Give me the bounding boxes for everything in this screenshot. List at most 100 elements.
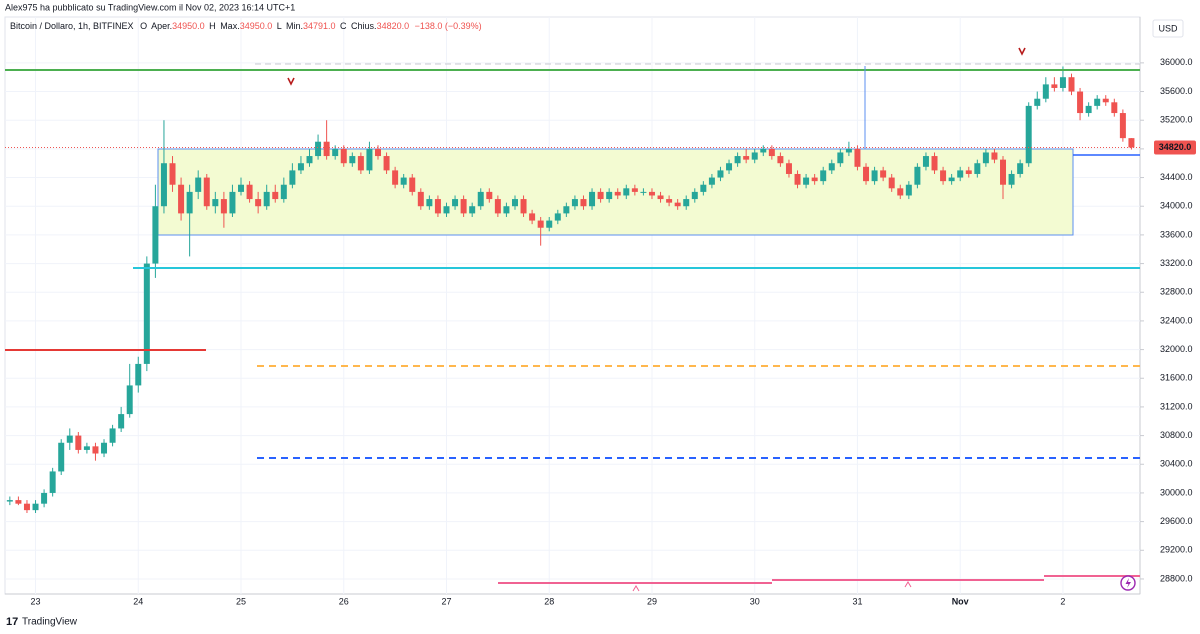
candle-body bbox=[75, 435, 82, 450]
x-tick-label: 2 bbox=[1060, 596, 1065, 606]
change: −138.0 (−0.39%) bbox=[415, 21, 482, 31]
candle-body bbox=[948, 177, 955, 182]
y-tick-label: 31200.0 bbox=[1160, 401, 1193, 411]
candle-body bbox=[734, 156, 741, 164]
candle-body bbox=[554, 213, 561, 221]
alert-bolt bbox=[1125, 578, 1131, 588]
candle-body bbox=[1068, 77, 1075, 92]
candle-body bbox=[674, 202, 681, 207]
brand-mark: 17 bbox=[6, 616, 18, 628]
candle-body bbox=[1094, 98, 1101, 106]
candle-body bbox=[768, 148, 775, 157]
candle-body bbox=[32, 503, 39, 511]
x-tick-label: 23 bbox=[31, 596, 41, 606]
candle-body bbox=[246, 184, 253, 200]
x-tick-label: 25 bbox=[236, 596, 246, 606]
candle-body bbox=[511, 199, 518, 207]
candle-body bbox=[289, 170, 296, 185]
y-tick-label: 32800.0 bbox=[1160, 287, 1193, 297]
candle-body bbox=[777, 156, 784, 164]
sell-marker bbox=[1018, 47, 1026, 56]
candle-body bbox=[212, 199, 219, 207]
candle-body bbox=[23, 503, 30, 511]
candle-body bbox=[1008, 173, 1015, 185]
y-tick-label: 36000.0 bbox=[1160, 57, 1193, 67]
candle-body bbox=[965, 170, 972, 174]
candle-body bbox=[691, 191, 698, 200]
y-tick-label: 35600.0 bbox=[1160, 86, 1193, 96]
candle-body bbox=[726, 163, 733, 171]
brand: TradingView bbox=[22, 617, 78, 628]
candle-body bbox=[66, 435, 73, 443]
candle-body bbox=[863, 166, 870, 182]
candle-body bbox=[0, 500, 4, 501]
candle-body bbox=[486, 191, 493, 200]
candle-body bbox=[760, 148, 767, 153]
y-tick-label: 29200.0 bbox=[1160, 545, 1193, 555]
currency-box[interactable] bbox=[1152, 19, 1184, 38]
x-tick-label: 24 bbox=[133, 596, 143, 606]
candle-body bbox=[606, 191, 613, 200]
candle-body bbox=[263, 191, 270, 207]
candle-body bbox=[15, 500, 22, 504]
currency[interactable]: USD bbox=[1158, 23, 1178, 33]
candle-body bbox=[1025, 105, 1032, 164]
candle-body bbox=[803, 177, 810, 185]
candle-body bbox=[785, 163, 792, 174]
candle-body bbox=[1051, 84, 1058, 88]
x-tick-label: 26 bbox=[339, 596, 349, 606]
y-tick-label: 28800.0 bbox=[1160, 573, 1193, 583]
plot-area bbox=[4, 16, 1141, 595]
y-tick-label: 31600.0 bbox=[1160, 373, 1193, 383]
candle-body bbox=[220, 199, 227, 214]
candle-body bbox=[126, 385, 133, 415]
h-value: 34950.0 bbox=[240, 21, 273, 31]
candle-body bbox=[452, 199, 459, 207]
candle-body bbox=[169, 163, 176, 185]
candle-body bbox=[957, 170, 964, 178]
candle-body bbox=[477, 191, 484, 207]
y-tick-label: 32400.0 bbox=[1160, 315, 1193, 325]
candle-body bbox=[306, 156, 313, 164]
y-tick-label: 33200.0 bbox=[1160, 258, 1193, 268]
candle-body bbox=[315, 141, 322, 157]
candle-body bbox=[101, 442, 108, 454]
candle-body bbox=[83, 446, 90, 450]
o-value: 34950.0 bbox=[172, 21, 205, 31]
candle-body bbox=[357, 156, 364, 171]
candle-body bbox=[58, 442, 65, 472]
x-tick-label: Nov bbox=[952, 596, 969, 606]
brand-logo: 17 TradingView bbox=[6, 616, 78, 628]
candle-body bbox=[597, 191, 604, 200]
candle-body bbox=[717, 170, 724, 178]
candle-body bbox=[845, 148, 852, 153]
sell-marker bbox=[287, 77, 295, 86]
candle-body bbox=[546, 220, 553, 228]
x-tick-label: 28 bbox=[544, 596, 554, 606]
candle-body bbox=[708, 177, 715, 185]
candle-body bbox=[49, 471, 56, 493]
l-value: 34791.0 bbox=[303, 21, 336, 31]
candle-body bbox=[580, 199, 587, 207]
candle-body bbox=[195, 177, 202, 192]
candle-body bbox=[743, 156, 750, 160]
candle-body bbox=[383, 156, 390, 171]
candle-body bbox=[563, 206, 570, 214]
candle-body bbox=[1042, 84, 1049, 99]
candle-body bbox=[897, 188, 904, 196]
y-tick-label: 30400.0 bbox=[1160, 459, 1193, 469]
candle-body bbox=[92, 446, 99, 454]
y-tick-label: 30000.0 bbox=[1160, 487, 1193, 497]
y-tick-label: 32000.0 bbox=[1160, 344, 1193, 354]
candle-body bbox=[623, 188, 630, 196]
buy-marker bbox=[632, 585, 640, 592]
x-tick-label: 30 bbox=[750, 596, 760, 606]
c-name: Chius. bbox=[351, 21, 377, 31]
candle-body bbox=[503, 206, 510, 214]
candle-body bbox=[409, 177, 416, 192]
candle-body bbox=[41, 492, 48, 504]
candle-body bbox=[922, 156, 929, 167]
candle-body bbox=[178, 184, 185, 214]
candle-body bbox=[469, 206, 476, 214]
